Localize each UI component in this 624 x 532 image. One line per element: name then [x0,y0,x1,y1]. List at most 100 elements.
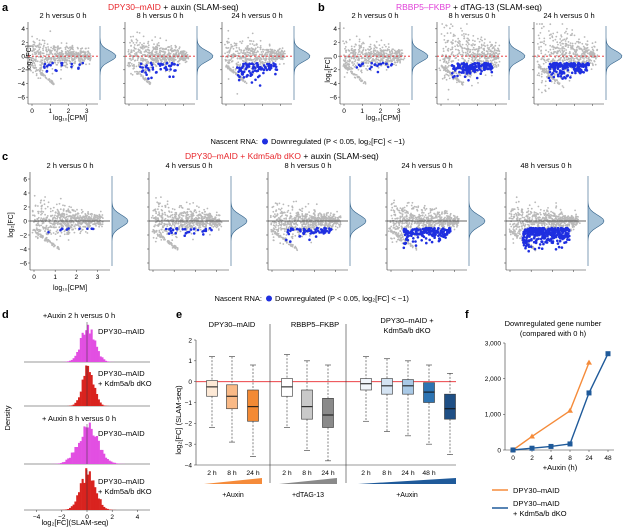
point [236,50,239,53]
point [160,56,163,59]
point [130,63,133,65]
point [549,23,552,26]
point [50,57,52,60]
point [71,59,74,62]
point [148,52,151,55]
point [579,58,582,61]
point [69,211,72,214]
point [226,56,229,59]
point [244,80,247,83]
point [472,46,475,49]
point [385,69,388,71]
point [546,71,549,74]
point [575,57,578,60]
point [463,33,465,35]
point [358,44,361,47]
point [82,50,85,53]
point [130,55,133,57]
point [445,60,448,63]
point [66,52,69,55]
point [178,62,181,65]
point [261,60,264,63]
point [171,219,173,221]
point [171,50,173,52]
ma-plot: 24 h versus 0 h [220,11,311,106]
point [480,60,483,63]
point [238,47,241,49]
point [67,208,70,211]
downregulated-point [139,65,142,69]
point [45,46,47,49]
point [130,39,133,41]
point [387,43,390,45]
point [85,56,88,59]
point [585,56,588,59]
point [99,216,102,219]
point [75,217,78,220]
point [128,52,131,55]
point [396,59,399,62]
downregulated-point [81,61,85,65]
panel-b-ylabel: log₂[FC] [325,57,332,82]
point [102,217,104,220]
downregulated-point [163,66,166,70]
point [446,49,449,51]
point [71,52,74,55]
point [452,39,454,41]
point [257,50,259,53]
downregulated-point [140,70,144,73]
point [178,46,181,48]
downregulated-point [463,75,467,78]
point [380,49,383,51]
point [40,205,43,208]
point [32,66,35,69]
point [358,40,361,43]
point [342,27,345,30]
point [568,71,570,74]
point [101,223,104,226]
point [56,247,59,249]
downregulated-point [489,63,492,67]
point [140,75,143,77]
downregulated-point [579,70,583,73]
point [247,45,249,47]
y-tick-label: −6 [18,94,26,101]
point [380,58,382,60]
point [42,47,44,50]
point [562,39,564,41]
point [591,46,593,49]
point [497,48,500,50]
point [388,48,390,51]
point [51,68,54,70]
point [592,64,594,67]
point [64,64,67,67]
point [462,81,465,84]
downregulated-point [370,61,374,65]
point [387,56,390,59]
point [469,50,472,53]
legend-ab-prefix: Nascent RNA: [210,137,258,146]
point [160,60,163,63]
legend-ab-marker [262,138,268,145]
point [51,80,54,82]
point [165,60,168,63]
point [569,52,571,55]
point [382,50,385,53]
point [474,40,476,42]
point [158,57,161,60]
point [466,47,469,49]
point [53,59,56,62]
point [273,52,276,54]
point [163,56,165,59]
point [92,218,95,220]
point [447,98,449,101]
point [49,80,51,83]
point [363,65,365,67]
point [477,82,479,84]
point [129,57,132,60]
point [250,47,253,49]
point [167,206,170,209]
point [488,48,490,51]
